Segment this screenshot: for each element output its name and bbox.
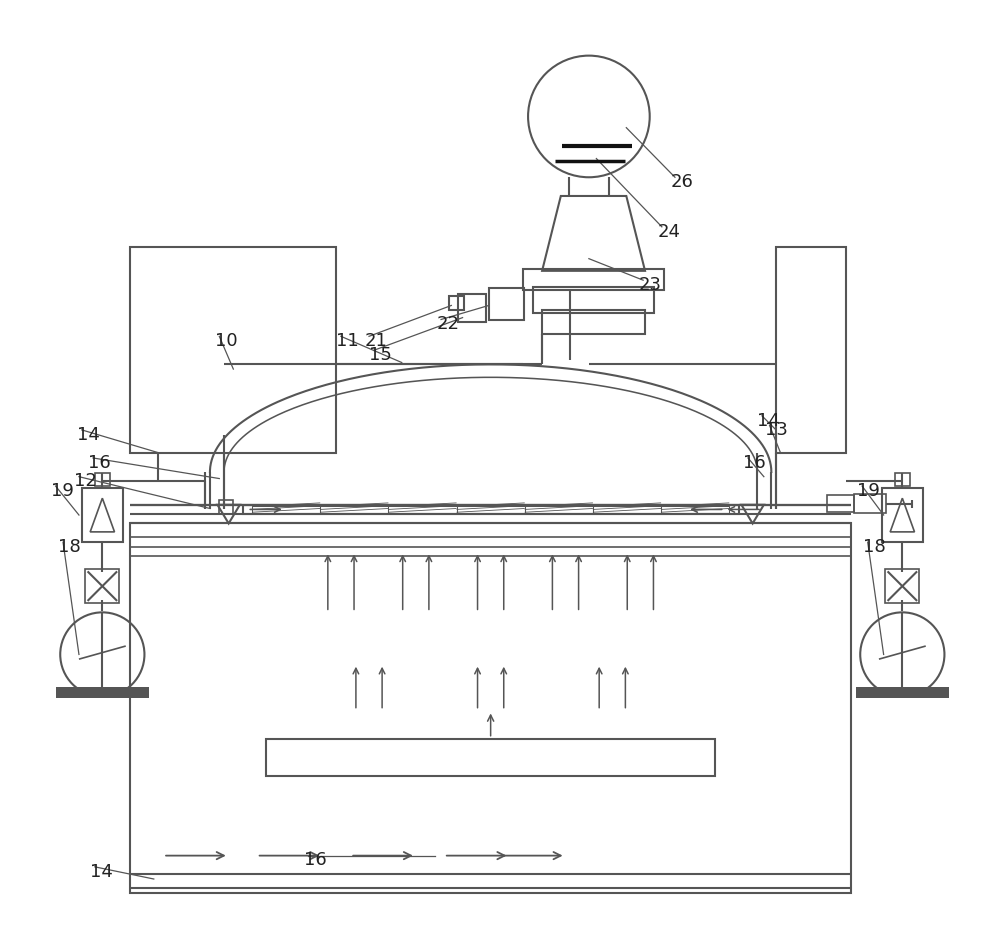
Text: 18: 18 [863,538,886,556]
Bar [885,569,919,603]
Text: 12: 12 [74,472,97,490]
Bar [85,569,119,603]
Text: 23: 23 [638,276,661,294]
Bar [252,506,320,514]
Text: 13: 13 [765,421,788,439]
Bar [95,473,110,486]
Bar [525,506,593,514]
Bar [320,506,388,514]
Bar [882,488,923,542]
Bar [489,288,524,320]
Text: 24: 24 [657,223,680,241]
Bar [266,738,715,776]
Bar [523,269,664,290]
Bar [856,687,949,699]
Text: 14: 14 [757,412,780,430]
Bar [243,505,739,514]
Text: 22: 22 [436,315,459,333]
Bar [130,247,336,453]
Text: 10: 10 [215,332,237,350]
Text: 19: 19 [51,481,74,499]
Text: 11: 11 [336,332,359,350]
Text: 18: 18 [58,538,81,556]
Text: 14: 14 [90,863,113,881]
Bar [457,506,525,514]
Bar [895,473,910,486]
Text: 14: 14 [77,426,100,444]
Bar [82,488,123,542]
Bar [854,495,886,514]
Bar [593,506,661,514]
Bar [219,500,233,514]
Bar [130,524,851,893]
Text: 15: 15 [369,346,392,364]
Text: 19: 19 [857,481,880,499]
Bar [56,687,149,699]
Text: 16: 16 [304,851,326,869]
Bar [449,296,464,311]
Bar [542,311,645,333]
Bar [776,247,846,453]
Text: 16: 16 [88,454,111,472]
Text: 21: 21 [364,332,387,350]
Text: 26: 26 [670,173,693,191]
Text: 16: 16 [743,454,766,472]
Bar [533,287,654,313]
Bar [388,506,457,514]
Bar [827,496,854,513]
Bar [661,506,729,514]
Bar [458,295,486,322]
